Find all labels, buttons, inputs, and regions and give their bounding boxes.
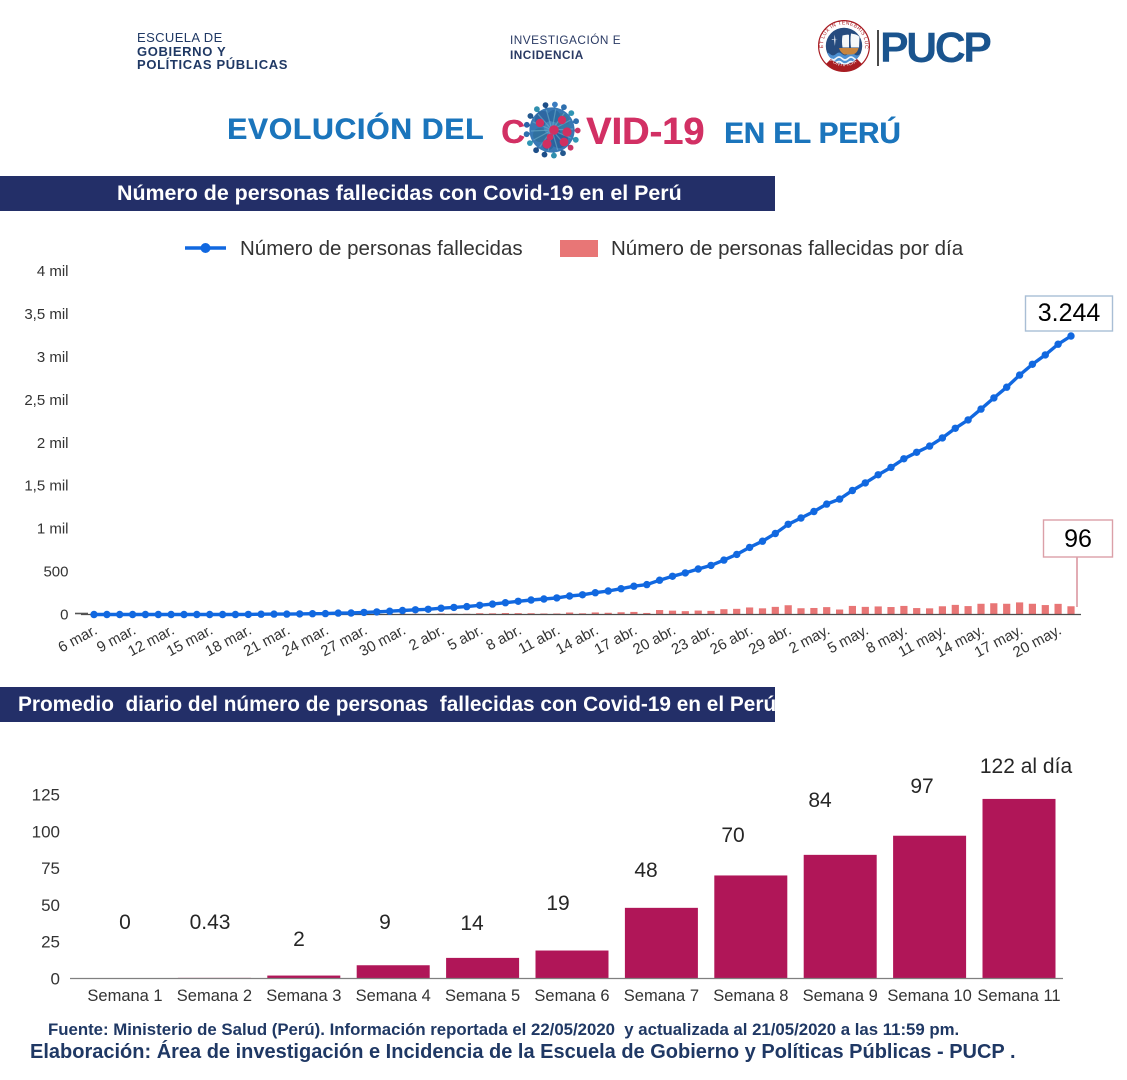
svg-text:9: 9 bbox=[379, 911, 391, 934]
svg-text:100: 100 bbox=[32, 822, 60, 841]
svg-text:Semana 8: Semana 8 bbox=[713, 987, 788, 1005]
svg-text:5 abr.: 5 abr. bbox=[445, 622, 486, 655]
svg-text:11 abr.: 11 abr. bbox=[515, 622, 563, 658]
svg-text:14: 14 bbox=[460, 912, 484, 935]
svg-text:Semana 1: Semana 1 bbox=[87, 987, 162, 1005]
svg-text:Semana 6: Semana 6 bbox=[534, 987, 609, 1005]
svg-text:Semana 5: Semana 5 bbox=[445, 987, 520, 1005]
svg-text:70: 70 bbox=[721, 824, 744, 847]
svg-text:0: 0 bbox=[51, 970, 60, 989]
svg-text:Semana 4: Semana 4 bbox=[356, 987, 431, 1005]
svg-text:2 abr.: 2 abr. bbox=[406, 622, 447, 655]
svg-text:20 abr.: 20 abr. bbox=[630, 622, 678, 659]
svg-text:2 mil: 2 mil bbox=[37, 435, 69, 452]
svg-text:75: 75 bbox=[41, 859, 60, 878]
svg-text:Semana 3: Semana 3 bbox=[266, 987, 341, 1005]
svg-text:1 mil: 1 mil bbox=[37, 521, 69, 538]
svg-text:Número de personas fallecidas: Número de personas fallecidas bbox=[240, 237, 523, 260]
svg-text:97: 97 bbox=[910, 775, 933, 798]
svg-text:Semana 9: Semana 9 bbox=[803, 987, 878, 1005]
svg-text:1,5 mil: 1,5 mil bbox=[24, 478, 68, 495]
svg-text:PONTIFICIA: PONTIFICIA bbox=[829, 58, 858, 68]
svg-text:6 mar.: 6 mar. bbox=[55, 622, 100, 657]
svg-text:3.244: 3.244 bbox=[1038, 299, 1101, 327]
svg-text:Semana 7: Semana 7 bbox=[624, 987, 699, 1005]
svg-text:Semana 10: Semana 10 bbox=[887, 987, 971, 1005]
svg-text:96: 96 bbox=[1064, 525, 1092, 553]
svg-text:50: 50 bbox=[41, 896, 60, 915]
svg-text:Semana 2: Semana 2 bbox=[177, 987, 252, 1005]
svg-text:2 may.: 2 may. bbox=[786, 622, 833, 658]
svg-text:84: 84 bbox=[808, 789, 832, 812]
svg-text:5 may.: 5 may. bbox=[825, 622, 872, 658]
svg-text:Semana 11: Semana 11 bbox=[977, 987, 1060, 1005]
svg-text:25: 25 bbox=[41, 933, 60, 952]
svg-text:2,5 mil: 2,5 mil bbox=[24, 392, 68, 409]
svg-text:19: 19 bbox=[546, 892, 569, 915]
svg-text:23 abr.: 23 abr. bbox=[669, 622, 717, 659]
svg-text:2: 2 bbox=[293, 928, 305, 951]
svg-text:500: 500 bbox=[43, 564, 68, 581]
svg-text:17 abr.: 17 abr. bbox=[592, 622, 640, 659]
svg-text:Número de personas fallecidas: Número de personas fallecidas por día bbox=[611, 237, 964, 260]
svg-text:125: 125 bbox=[32, 786, 60, 805]
svg-text:4 mil: 4 mil bbox=[37, 263, 69, 280]
svg-text:26 abr.: 26 abr. bbox=[707, 622, 755, 659]
svg-text:0: 0 bbox=[119, 911, 131, 934]
svg-text:0.43: 0.43 bbox=[190, 911, 231, 934]
svg-text:0: 0 bbox=[60, 607, 68, 624]
svg-text:3,5 mil: 3,5 mil bbox=[24, 306, 68, 323]
svg-text:29 abr.: 29 abr. bbox=[746, 622, 794, 659]
svg-text:122 al día: 122 al día bbox=[980, 755, 1073, 778]
svg-text:3 mil: 3 mil bbox=[37, 349, 69, 366]
svg-text:48: 48 bbox=[634, 859, 657, 882]
svg-text:14 abr.: 14 abr. bbox=[553, 622, 601, 659]
